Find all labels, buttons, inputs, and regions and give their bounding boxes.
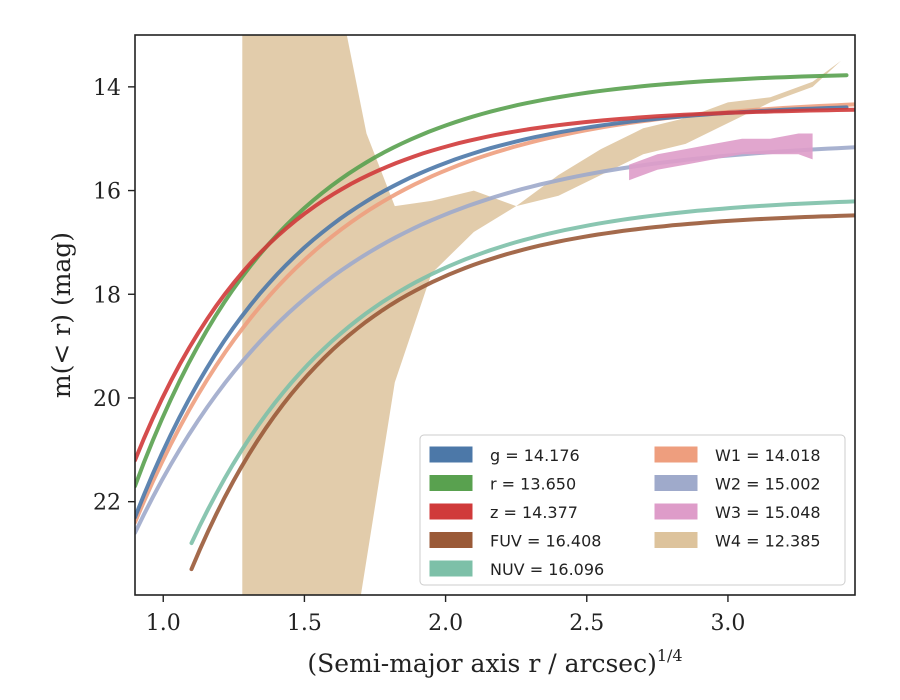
legend-label: W1 = 14.018 [715, 446, 821, 465]
series-W3-band [629, 133, 813, 181]
legend-label: r = 13.650 [490, 475, 576, 494]
legend-label: W3 = 15.048 [715, 503, 821, 522]
legend-label: NUV = 16.096 [490, 560, 604, 579]
legend-label: g = 14.176 [490, 446, 580, 465]
x-axis-label: (Semi-major axis r / arcsec) [307, 649, 656, 678]
legend-label: W4 = 12.385 [715, 532, 821, 551]
legend-label: z = 14.377 [490, 503, 578, 522]
legend-swatch [429, 503, 473, 520]
legend-label: W2 = 15.002 [715, 475, 821, 494]
x-tick-label: 2.5 [569, 611, 604, 636]
legend-swatch [654, 532, 698, 548]
x-axis-label-superscript: 1/4 [657, 646, 683, 665]
x-axis: 1.0 1.5 2.0 2.5 3.0 [146, 595, 745, 636]
legend-item-FUV: FUV = 16.408 [429, 532, 601, 551]
y-tick-label: 16 [93, 180, 121, 205]
legend-item-r: r = 13.650 [429, 475, 576, 494]
y-tick-label: 14 [93, 76, 121, 101]
legend-swatch [654, 475, 698, 491]
y-axis-title: m(< r) (mag) [47, 232, 76, 398]
y-tick-label: 22 [93, 491, 121, 516]
x-tick-label: 1.0 [146, 611, 181, 636]
legend-item-W3: W3 = 15.048 [654, 503, 821, 522]
legend-item-g: g = 14.176 [429, 446, 580, 465]
x-tick-label: 1.5 [287, 611, 322, 636]
legend-item-W2: W2 = 15.002 [654, 475, 821, 494]
y-tick-label: 18 [93, 283, 121, 308]
x-axis-title: (Semi-major axis r / arcsec)1/4 [307, 646, 682, 678]
plot-frame [134, 34, 856, 596]
y-axis: 14 16 18 20 22 [93, 76, 135, 516]
legend-swatch [654, 446, 698, 463]
series-FUV-line [189, 213, 855, 572]
legend-item-z: z = 14.377 [429, 503, 578, 522]
x-tick-label: 2.0 [428, 611, 463, 636]
series-NUV-line [189, 199, 855, 546]
legend-label: FUV = 16.408 [490, 532, 601, 551]
legend-item-W1: W1 = 14.018 [654, 446, 821, 465]
legend-item-NUV: NUV = 16.096 [429, 560, 604, 579]
legend-swatch [429, 560, 473, 577]
legend-swatch [429, 446, 473, 463]
legend: g = 14.176 r = 13.650 z = 14.377 FUV = 16.4… [419, 434, 846, 586]
plot-area [135, 35, 855, 595]
legend-swatch [429, 532, 473, 548]
legend-swatch [654, 503, 698, 520]
legend-box [419, 434, 846, 586]
series-z-line [135, 107, 855, 463]
x-tick-label: 3.0 [710, 611, 745, 636]
y-tick-label: 20 [93, 387, 121, 412]
legend-swatch [429, 475, 473, 491]
legend-item-W4: W4 = 12.385 [654, 532, 821, 551]
